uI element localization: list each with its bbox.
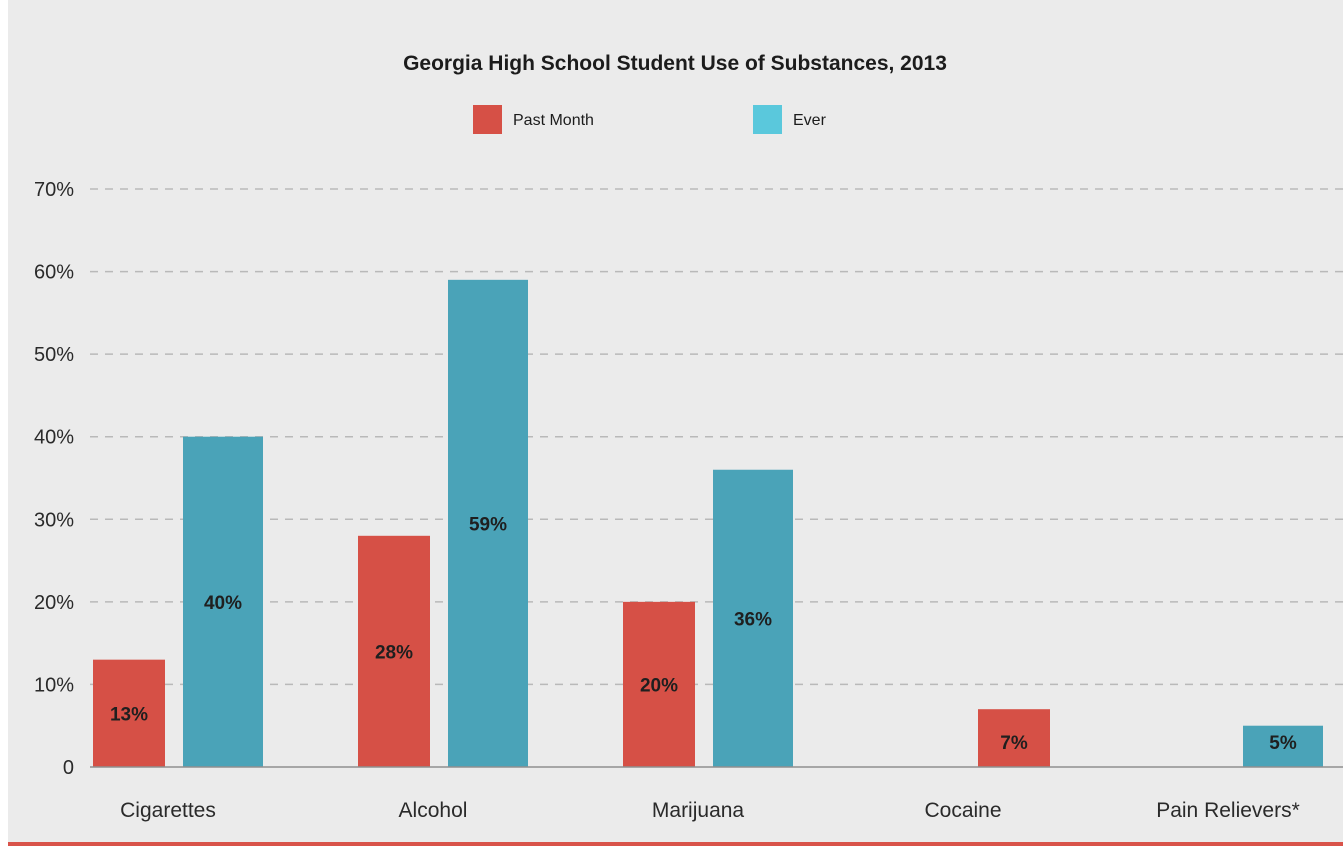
y-tick-label: 70%: [34, 179, 74, 201]
data-label: 20%: [640, 675, 678, 696]
legend-label: Ever: [793, 112, 827, 129]
legend: Past Month Ever: [473, 105, 827, 134]
x-axis-ticks: Cigarettes Alcohol Marijuana Cocaine Pain Re…: [120, 799, 1300, 822]
data-labels: 13% 40% 28% 59% 20% 36% 7% 5%: [110, 514, 1297, 754]
y-tick-label: 30%: [34, 509, 74, 531]
legend-swatch-past-month: [473, 105, 502, 134]
bar-chart: Georgia High School Student Use of Subst…: [8, 52, 1343, 846]
y-tick-label: 20%: [34, 592, 74, 614]
y-tick-label: 10%: [34, 674, 74, 696]
bar-past-month-cigarettes: [93, 659, 165, 767]
bar-past-month-cocaine: [978, 709, 1050, 767]
data-label: 13%: [110, 704, 148, 725]
data-label: 36%: [734, 609, 772, 630]
x-tick-label: Pain Relievers*: [1156, 799, 1300, 822]
bar-ever-pain-relievers-: [1243, 725, 1323, 767]
bar-past-month-marijuana: [623, 601, 695, 767]
data-label: 5%: [1269, 733, 1297, 754]
bar-ever-cigarettes: [183, 436, 263, 767]
chart-panel: Georgia High School Student Use of Subst…: [8, 0, 1343, 846]
x-tick-label: Cigarettes: [120, 799, 216, 822]
data-label: 28%: [375, 642, 413, 663]
bar-ever-alcohol: [448, 279, 528, 767]
x-tick-label: Marijuana: [652, 799, 745, 822]
x-tick-label: Cocaine: [924, 799, 1001, 822]
legend-label: Past Month: [513, 112, 594, 129]
data-label: 7%: [1000, 733, 1028, 754]
data-label: 59%: [469, 514, 507, 535]
y-tick-label: 60%: [34, 262, 74, 284]
y-tick-label: 0: [63, 757, 74, 779]
chart-title: Georgia High School Student Use of Subst…: [403, 52, 947, 75]
y-tick-label: 50%: [34, 344, 74, 366]
legend-swatch-ever: [753, 105, 782, 134]
bars: [93, 279, 1323, 767]
bar-past-month-alcohol: [358, 535, 430, 767]
y-axis-ticks: 0 10% 20% 30% 40% 50% 60% 70%: [34, 179, 74, 779]
x-tick-label: Alcohol: [399, 799, 468, 822]
bar-ever-marijuana: [713, 469, 793, 767]
y-tick-label: 40%: [34, 427, 74, 449]
data-label: 40%: [204, 593, 242, 614]
